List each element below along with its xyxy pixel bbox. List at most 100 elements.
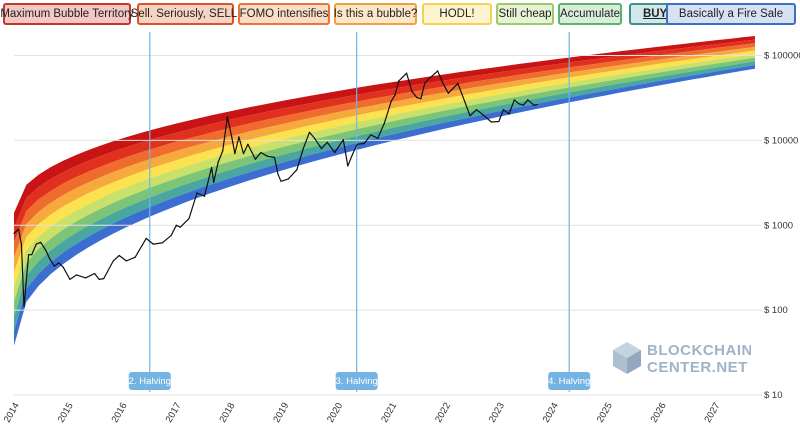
price-point [398, 80, 400, 82]
price-point [308, 131, 311, 133]
price-line [13, 70, 538, 308]
price-point [118, 254, 120, 257]
price-point [536, 103, 538, 106]
price-point [53, 265, 55, 267]
price-point [420, 98, 422, 100]
price-point [49, 258, 51, 260]
price-point [352, 152, 354, 155]
price-point [320, 148, 323, 150]
legend-item-2[interactable]: FOMO intensifies [238, 3, 330, 25]
price-point [234, 152, 236, 155]
price-point [457, 82, 459, 84]
x-tick-2: 2016 [110, 401, 130, 425]
price-point [213, 181, 215, 184]
legend-item-1[interactable]: Sell. Seriously, SELL! [131, 3, 240, 25]
price-point [277, 173, 279, 175]
price-point [266, 155, 269, 157]
x-tick-8: 2022 [433, 401, 453, 425]
price-point [134, 256, 136, 258]
price-point [28, 254, 30, 256]
price-point [20, 243, 22, 245]
price-point [13, 232, 15, 235]
price-point [170, 234, 172, 236]
price-point [238, 136, 240, 138]
price-point [522, 104, 525, 106]
x-tick-9: 2023 [487, 401, 507, 425]
rainbow-band-8 [14, 65, 755, 346]
legend-item-3[interactable]: Is this a bubble? [334, 3, 417, 25]
halving-label-0: 2. Halving [129, 376, 171, 387]
halving-markers: 2. Halving 3. Halving 4. Halving [129, 32, 591, 392]
rainbow-band-0 [14, 36, 755, 228]
price-point [217, 161, 219, 164]
price-point [203, 195, 206, 197]
rainbow-band-4 [14, 50, 755, 287]
x-tick-4: 2018 [217, 401, 237, 425]
price-point [188, 217, 190, 220]
price-point [482, 114, 484, 116]
price-point [356, 143, 358, 145]
halving-label-box-2 [548, 372, 591, 390]
price-point [84, 277, 87, 279]
legend-item-0[interactable]: Maximum Bubble Territory [0, 3, 134, 25]
y-tick-0: $ 10 [764, 390, 783, 401]
rainbow-band-7 [14, 61, 755, 332]
price-point [436, 70, 439, 72]
price-point [394, 94, 396, 96]
price-point [533, 104, 535, 106]
price-point [260, 151, 262, 154]
price-point [469, 115, 471, 117]
price-point [145, 237, 147, 240]
price-point [302, 148, 304, 150]
price-point [112, 260, 114, 262]
price-point [513, 99, 515, 101]
price-point [103, 278, 105, 280]
price-point [23, 306, 25, 308]
price-point [508, 113, 510, 115]
legend-item-5[interactable]: Still cheap [496, 3, 554, 25]
x-tick-12: 2026 [649, 401, 669, 425]
price-point [475, 109, 478, 111]
x-tick-3: 2017 [164, 401, 184, 425]
price-point [152, 243, 154, 245]
x-tick-13: 2027 [702, 401, 722, 425]
price-point [334, 151, 336, 154]
x-tick-11: 2025 [595, 401, 615, 425]
x-tick-7: 2021 [379, 401, 399, 425]
price-point [442, 81, 444, 84]
halving-label-2: 4. Halving [548, 376, 590, 387]
x-tick-0: 2014 [2, 401, 22, 425]
legend-item-4[interactable]: HODL! [422, 3, 492, 25]
price-point [44, 248, 46, 250]
price-point [498, 120, 500, 123]
rainbow-bands [14, 36, 755, 346]
y-tick-3: $ 10000 [764, 135, 798, 146]
price-point [342, 139, 344, 141]
x-tick-5: 2019 [271, 401, 291, 425]
y-axis: $ 10 $ 100 $ 1000 $ 10000 $ 100000 [764, 51, 800, 401]
price-point [447, 92, 449, 94]
legend-item-6[interactable]: Accumulate [558, 3, 622, 25]
rainbow-band-1 [14, 39, 755, 243]
price-point [527, 99, 529, 101]
legend: Maximum Bubble Territory Sell. Seriously,… [0, 3, 800, 29]
price-point [463, 100, 466, 102]
price-point [69, 278, 71, 281]
price-point [377, 137, 379, 139]
x-tick-6: 2020 [325, 401, 345, 425]
price-point [502, 109, 504, 111]
price-point [427, 79, 429, 81]
price-point [416, 96, 418, 99]
price-point [242, 152, 245, 155]
price-point [58, 262, 60, 264]
price-point [296, 169, 298, 171]
price-point [31, 254, 33, 256]
legend-item-8[interactable]: Basically a Fire Sale [666, 3, 796, 25]
price-point [35, 243, 37, 245]
price-point [424, 82, 426, 84]
price-point [226, 116, 229, 118]
price-point [161, 242, 163, 244]
price-point [363, 142, 365, 145]
price-point [254, 158, 257, 160]
